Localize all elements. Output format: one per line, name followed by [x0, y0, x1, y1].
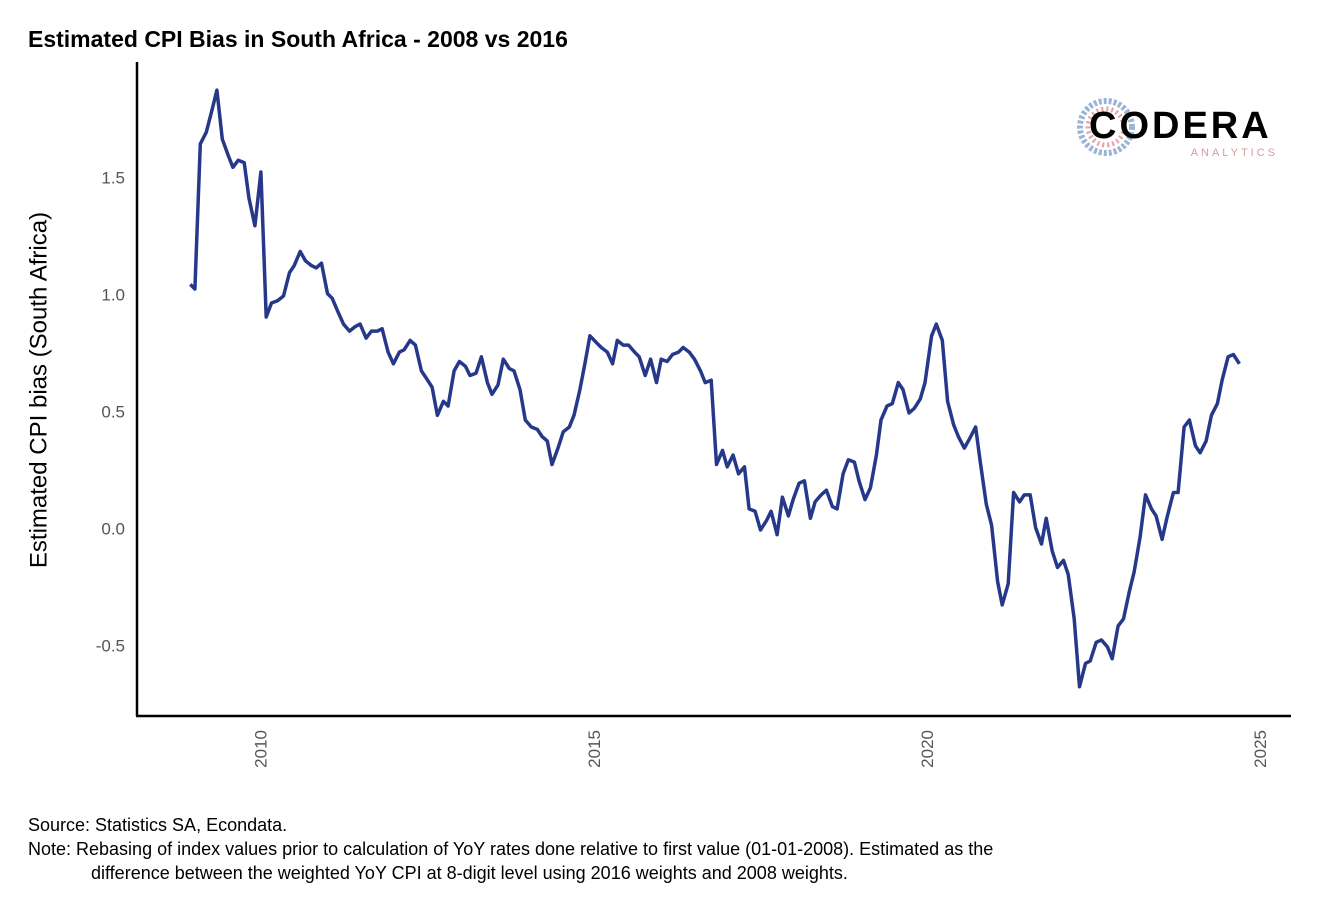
source: Source: Statistics SA, Econdata.	[28, 815, 287, 835]
y-tick-label: 0.0	[101, 519, 125, 538]
logo-icon	[1077, 98, 1135, 156]
logo-subtitle: ANALYTICS	[1191, 147, 1278, 159]
data-line	[189, 88, 1241, 689]
note: Note: Rebasing of index values prior to …	[28, 839, 993, 859]
y-tick-label: 0.5	[101, 402, 125, 421]
logo-name: CODERA	[1089, 105, 1272, 147]
logo: CODERA ANALYTICS	[1077, 98, 1278, 159]
y-tick-label: -0.5	[96, 636, 125, 655]
x-tick-label: 2025	[1251, 730, 1270, 768]
y-tick-label: 1.5	[101, 168, 125, 187]
logo-icon	[1085, 106, 1127, 148]
y-tick-label: 1.0	[101, 285, 125, 304]
chart-title: Estimated CPI Bias in South Africa - 200…	[28, 26, 568, 52]
note: difference between the weighted YoY CPI …	[91, 863, 848, 883]
y-axis-label: Estimated CPI bias (South Africa)	[25, 212, 52, 568]
x-tick-label: 2020	[918, 730, 937, 768]
x-tick-label: 2010	[252, 730, 271, 768]
x-tick-label: 2015	[585, 730, 604, 768]
